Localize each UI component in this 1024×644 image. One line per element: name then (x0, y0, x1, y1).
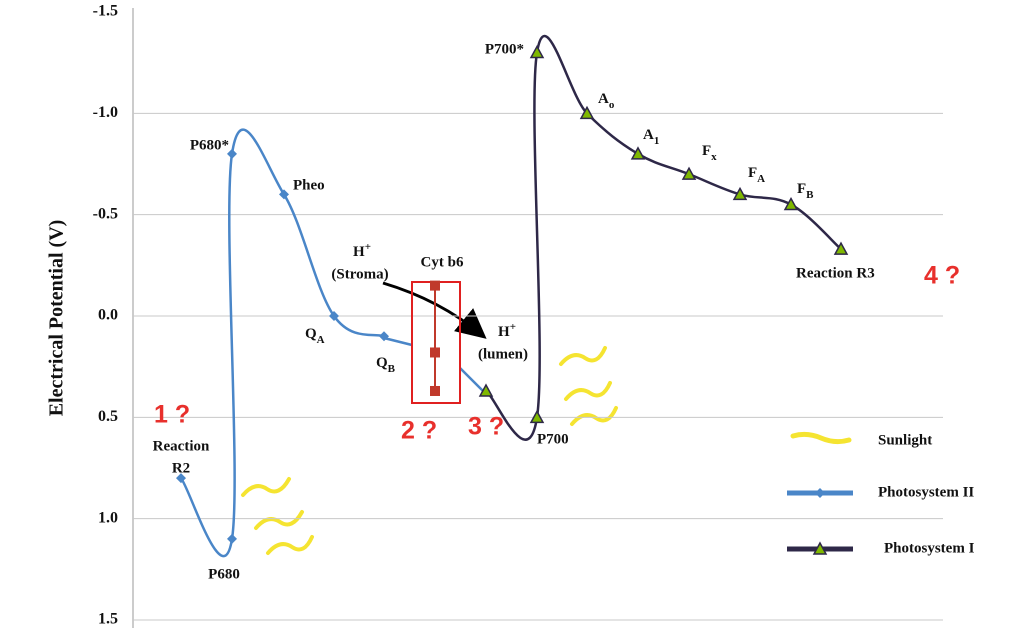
charge: + (365, 241, 371, 253)
point-label: FA (748, 165, 765, 184)
data-point (227, 148, 237, 159)
legend-label: Sunlight (878, 432, 932, 448)
label-main: A (598, 91, 609, 107)
point-label: FB (797, 181, 814, 200)
ion: H (353, 244, 365, 260)
y-tick-label: -1.5 (93, 3, 118, 20)
proton-arrow (382, 281, 487, 339)
data-point (630, 146, 646, 160)
point-label: P700 (537, 431, 569, 447)
point-label: R2 (172, 460, 190, 476)
annotation: 3 ? (468, 413, 504, 441)
legend-sunlight-swatch (790, 431, 852, 445)
cyt-b6-point (430, 385, 440, 396)
cyt-b6-point (430, 280, 440, 291)
data-point (478, 383, 494, 397)
point-label: Pheo (293, 177, 325, 193)
label-main: F (748, 165, 757, 181)
label-sub: o (609, 99, 615, 111)
proton-label: H+ (353, 241, 371, 261)
proton-place: (lumen) (478, 346, 528, 362)
label-main: F (797, 181, 806, 197)
data-point (579, 105, 595, 120)
point-label: QA (305, 326, 325, 345)
proton-place: (Stroma) (331, 266, 388, 282)
y-tick-label: 0.5 (98, 408, 118, 425)
point-label: QB (376, 355, 396, 374)
data-point (379, 331, 389, 342)
point-label: P680 (208, 566, 240, 582)
data-point (329, 311, 339, 321)
point-label: P680* (190, 137, 229, 153)
data-point (227, 533, 237, 544)
label-sub: B (806, 189, 814, 201)
y-tick-label: 1.5 (98, 611, 118, 628)
data-point (529, 44, 545, 59)
y-axis-label: Electrical Potential (V) (46, 220, 68, 417)
data-point (176, 473, 186, 484)
data-point (732, 186, 748, 201)
label-main: Q (305, 326, 317, 342)
point-label: Fx (702, 143, 717, 162)
data-point (783, 196, 799, 211)
y-tick-label: -1.0 (93, 104, 118, 121)
charge: + (510, 321, 516, 333)
data-point (681, 166, 697, 180)
y-tick-label: 1.0 (98, 509, 118, 526)
legend-label: Photosystem I (884, 540, 975, 556)
annotation: 4 ? (924, 262, 960, 290)
data-point (833, 241, 849, 255)
label-sub: A (757, 173, 765, 185)
connector (383, 336, 487, 395)
point-label: P700* (485, 41, 524, 57)
y-tick-label: -0.5 (93, 205, 118, 222)
label-sub: A (317, 334, 325, 346)
legend-marker (812, 541, 828, 555)
point-label: Ao (598, 91, 615, 110)
data-point (529, 409, 545, 424)
point-label: Reaction (153, 438, 210, 454)
label-sub: 1 (654, 135, 660, 147)
cyt-b6-label: Cyt b6 (421, 254, 464, 270)
legend-marker (815, 488, 825, 498)
data-point (279, 189, 289, 200)
label-sub: B (388, 363, 396, 375)
series-line (179, 128, 385, 558)
label-sub: x (711, 151, 717, 163)
cyt-b6-point (430, 347, 440, 358)
point-label: Reaction R3 (796, 265, 875, 281)
series-line (485, 34, 842, 441)
label-main: A (643, 127, 654, 143)
annotation: 1 ? (154, 401, 190, 429)
point-label: A1 (643, 127, 659, 146)
label-main: F (702, 143, 711, 159)
legend-label: Photosystem II (878, 484, 974, 500)
ion: H (498, 324, 510, 340)
proton-label: H+ (498, 321, 516, 341)
label-main: Q (376, 355, 388, 371)
y-tick-label: 0.0 (98, 307, 118, 324)
sunlight-rays (241, 346, 618, 555)
annotation: 2 ? (401, 417, 437, 445)
